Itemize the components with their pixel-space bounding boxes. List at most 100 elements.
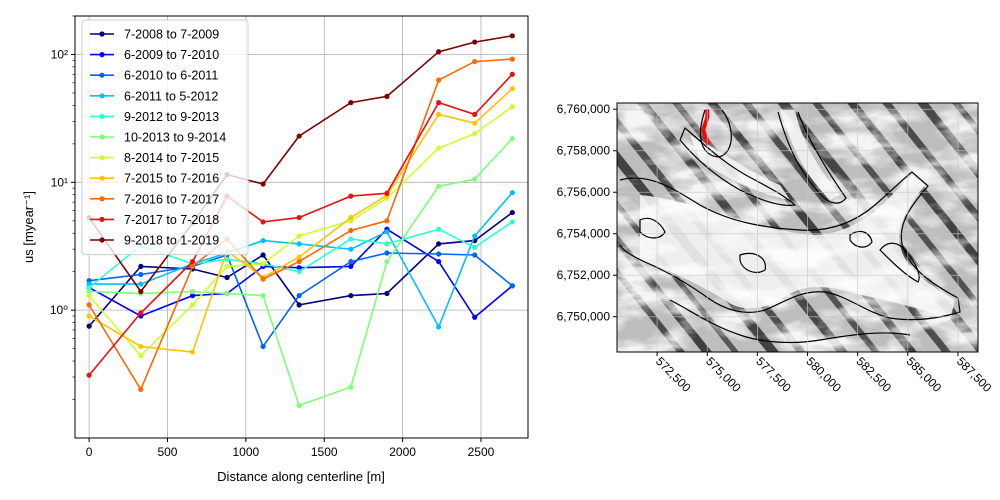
legend-item: 10-2013 to 9-2014 xyxy=(90,131,226,145)
data-point xyxy=(296,133,302,139)
data-point xyxy=(472,176,478,182)
map-chart: 572,500 575,000 577,500 580,000 582,500 585,0… xyxy=(557,102,995,395)
map-grid xyxy=(617,103,978,352)
data-point xyxy=(509,56,515,62)
data-point xyxy=(138,281,144,287)
data-point xyxy=(296,258,302,265)
glacier-outline xyxy=(879,242,920,283)
data-point xyxy=(86,285,92,291)
data-point xyxy=(384,241,390,247)
legend-marker xyxy=(99,134,105,140)
y-tick-label: 10¹ xyxy=(51,175,68,189)
data-point xyxy=(436,49,442,55)
map-x-tick-label: 572,500 xyxy=(653,354,694,395)
legend-box xyxy=(81,19,249,256)
map-x-tick-label: 575,000 xyxy=(703,354,744,395)
legend-item: 9-2018 to 1-2019 xyxy=(90,234,219,248)
data-point xyxy=(260,292,266,299)
legend-marker xyxy=(99,72,105,78)
data-point xyxy=(86,302,92,308)
glacier-outline xyxy=(739,252,766,273)
plot-frame xyxy=(74,15,529,439)
data-point xyxy=(384,229,390,235)
data-point xyxy=(189,258,196,265)
terrain-highlights xyxy=(617,103,978,352)
legend-marker xyxy=(99,216,105,222)
legend-label: 6-2009 to 7-2010 xyxy=(124,48,219,62)
data-point xyxy=(296,269,302,275)
data-point xyxy=(260,343,266,350)
data-point xyxy=(472,120,478,126)
series-group xyxy=(86,33,515,408)
map-y-tick-label: 6,756,000 xyxy=(557,185,611,199)
map-x-tick-label: 582,500 xyxy=(854,354,895,395)
data-point xyxy=(472,244,478,250)
data-point xyxy=(260,181,266,187)
data-point xyxy=(472,131,478,137)
legend-marker xyxy=(99,31,105,37)
legend-marker xyxy=(99,237,105,243)
data-point xyxy=(86,292,92,299)
legend-item: 7-2015 to 7-2016 xyxy=(90,172,219,186)
data-point xyxy=(436,226,442,232)
velocity-chart: 0 500 1000 1500 2000 2500 10⁰ 10¹ 10² Distance a… xyxy=(21,15,529,484)
map-y-tick-label: 6,754,000 xyxy=(557,227,611,241)
map-y-tick-label: 6,758,000 xyxy=(557,144,611,158)
legend-item: 6-2009 to 7-2010 xyxy=(90,48,219,62)
series-9 xyxy=(86,56,515,392)
map-y-tick-label: 6,750,000 xyxy=(557,310,611,324)
data-point xyxy=(384,290,390,297)
y-axis-label: us [myear⁻¹] xyxy=(21,191,36,263)
data-point xyxy=(509,86,515,92)
data-point xyxy=(138,386,144,392)
x-tick-label: 1000 xyxy=(233,445,260,459)
data-point xyxy=(86,372,92,378)
data-point xyxy=(189,292,196,299)
data-point xyxy=(436,251,442,257)
data-point xyxy=(138,310,144,316)
legend: 7-2008 to 7-2009 6-2009 to 7-2010 6-2010 t… xyxy=(81,19,249,256)
glacier-outline xyxy=(679,127,797,206)
data-point xyxy=(189,263,196,269)
data-point xyxy=(509,71,515,77)
data-point xyxy=(348,227,354,234)
legend-item: 6-2010 to 6-2011 xyxy=(90,69,218,83)
data-point xyxy=(348,292,354,299)
data-point xyxy=(436,77,442,83)
data-point xyxy=(472,233,478,239)
map-x-tick-label: 585,000 xyxy=(904,354,945,395)
series-7 xyxy=(86,104,515,359)
data-point xyxy=(224,263,230,269)
glacier-outlines xyxy=(619,109,961,344)
legend-item: 8-2014 to 7-2015 xyxy=(90,151,219,165)
map-x-tick-label: 587,500 xyxy=(954,354,995,395)
data-point xyxy=(86,281,92,287)
data-point xyxy=(86,313,92,319)
glacier-outline xyxy=(669,299,911,344)
data-point xyxy=(296,233,302,239)
data-point xyxy=(296,402,302,408)
data-point xyxy=(436,100,442,106)
data-point xyxy=(472,252,478,258)
legend-marker xyxy=(99,155,105,161)
data-point xyxy=(348,214,354,221)
data-point xyxy=(348,236,354,242)
glacier-outline xyxy=(619,171,961,321)
y-tick-label: 10² xyxy=(51,47,68,61)
legend-label: 7-2016 to 7-2017 xyxy=(124,192,219,206)
data-point xyxy=(348,263,354,269)
data-point xyxy=(384,93,390,100)
x-tick-label: 1500 xyxy=(311,445,338,459)
data-point xyxy=(472,58,478,65)
data-point xyxy=(260,238,266,244)
glacier-outline xyxy=(777,111,847,204)
map-y-tick-label: 6,760,000 xyxy=(557,102,611,116)
x-tick-label: 0 xyxy=(86,445,93,459)
data-point xyxy=(224,274,230,281)
data-point xyxy=(296,292,302,299)
data-point xyxy=(472,111,478,117)
map-y-tick-label: 6,752,000 xyxy=(557,268,611,282)
data-point xyxy=(189,349,196,355)
data-point xyxy=(260,276,266,282)
legend-item: 7-2017 to 7-2018 xyxy=(90,213,219,227)
